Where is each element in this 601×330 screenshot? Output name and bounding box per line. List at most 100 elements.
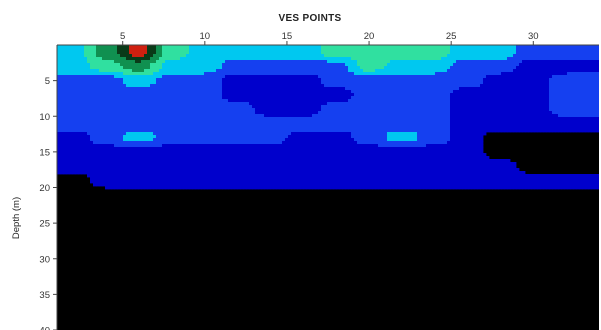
contour-cell	[333, 57, 337, 61]
contour-cell	[273, 87, 277, 91]
contour-cell	[258, 51, 262, 55]
contour-cell	[87, 114, 91, 118]
contour-cell	[579, 87, 583, 91]
contour-cell	[111, 126, 115, 130]
contour-cell	[126, 102, 130, 106]
contour-cell	[417, 81, 421, 85]
contour-cell	[180, 51, 184, 55]
contour-cell	[222, 72, 226, 76]
contour-cell	[444, 81, 448, 85]
contour-cell	[372, 123, 376, 127]
contour-cell	[417, 99, 421, 103]
contour-cell	[99, 75, 103, 79]
contour-cell	[81, 96, 85, 100]
contour-cell	[564, 93, 568, 97]
contour-cell	[276, 105, 280, 109]
contour-cell	[69, 84, 73, 88]
contour-cell	[504, 117, 508, 121]
contour-cell	[336, 81, 340, 85]
contour-cell	[339, 90, 343, 94]
contour-cell	[369, 78, 373, 82]
contour-cell	[183, 63, 187, 67]
contour-cell	[99, 96, 103, 100]
contour-cell	[384, 72, 388, 76]
contour-cell	[102, 117, 106, 121]
contour-cell	[153, 72, 157, 76]
contour-cell	[381, 102, 385, 106]
contour-cell	[462, 90, 466, 94]
contour-cell	[156, 54, 160, 58]
contour-cell	[288, 75, 292, 79]
contour-cell	[294, 99, 298, 103]
contour-cell	[495, 87, 499, 91]
contour-cell	[309, 51, 313, 55]
contour-cell	[171, 60, 175, 64]
contour-cell	[474, 87, 478, 91]
contour-cell	[204, 57, 208, 61]
contour-cell	[243, 72, 247, 76]
contour-cell	[510, 93, 514, 97]
contour-cell	[90, 108, 94, 112]
contour-cell	[171, 48, 175, 52]
contour-cell	[501, 69, 505, 73]
contour-cell	[261, 60, 265, 64]
contour-cell	[156, 123, 160, 127]
contour-cell	[69, 99, 73, 103]
contour-cell	[195, 54, 199, 58]
contour-cell	[309, 123, 313, 127]
contour-cell	[210, 126, 214, 130]
contour-cell	[75, 108, 79, 112]
contour-cell	[117, 54, 121, 58]
contour-cell	[243, 60, 247, 64]
contour-cell	[243, 93, 247, 97]
contour-cell	[162, 51, 166, 55]
contour-cell	[99, 87, 103, 91]
contour-cell	[408, 54, 412, 58]
contour-cell	[429, 69, 433, 73]
contour-cell	[504, 99, 508, 103]
contour-cell	[246, 57, 250, 61]
contour-cell	[324, 84, 328, 88]
contour-cell	[114, 75, 118, 79]
contour-cell	[261, 78, 265, 82]
contour-cell	[180, 57, 184, 61]
contour-cell	[111, 87, 115, 91]
contour-cell	[312, 90, 316, 94]
contour-cell	[450, 96, 454, 100]
contour-cell	[570, 120, 574, 124]
contour-cell	[393, 99, 397, 103]
contour-cell	[261, 114, 265, 118]
contour-cell	[501, 54, 505, 58]
contour-cell	[120, 72, 124, 76]
contour-cell	[498, 75, 502, 79]
contour-cell	[123, 75, 127, 79]
contour-cell	[57, 87, 61, 91]
contour-cell	[267, 105, 271, 109]
contour-cell	[78, 66, 82, 70]
contour-cell	[276, 69, 280, 73]
contour-cell	[156, 99, 160, 103]
contour-cell	[69, 102, 73, 106]
contour-cell	[249, 114, 253, 118]
contour-cell	[534, 78, 538, 82]
contour-cell	[588, 90, 592, 94]
contour-cell	[174, 69, 178, 73]
contour-cell	[225, 84, 229, 88]
contour-cell	[120, 51, 124, 55]
contour-cell	[363, 117, 367, 121]
contour-cell	[195, 108, 199, 112]
contour-cell	[228, 81, 232, 85]
contour-cell	[576, 81, 580, 85]
contour-cell	[126, 57, 130, 61]
contour-cell	[75, 96, 79, 100]
contour-cell	[573, 69, 577, 73]
contour-cell	[198, 78, 202, 82]
contour-cell	[348, 69, 352, 73]
contour-cell	[228, 87, 232, 91]
contour-cell	[129, 54, 133, 58]
contour-cell	[369, 111, 373, 115]
contour-cell	[309, 111, 313, 115]
contour-cell	[141, 78, 145, 82]
contour-cell	[318, 54, 322, 58]
contour-cell	[447, 51, 451, 55]
